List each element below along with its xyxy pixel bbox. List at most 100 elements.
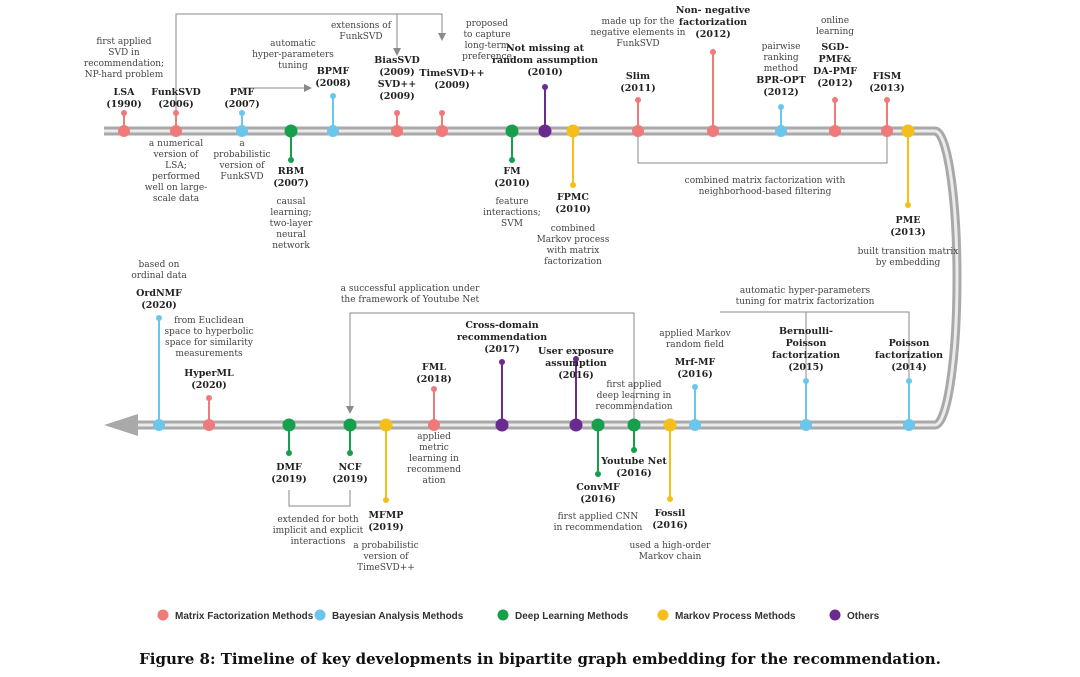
marker-hyperml — [203, 419, 215, 431]
legend-swatch-mf — [157, 609, 169, 621]
stem-dot-dmf — [286, 450, 292, 456]
label-nnf: Non- negative factorization (2012) — [676, 5, 751, 40]
marker-rbm — [284, 124, 298, 138]
desc-fml: applied metric learning in recommend ation — [407, 432, 461, 486]
label-fism: FISM (2013) — [869, 71, 904, 94]
marker-poisson — [903, 419, 915, 431]
arrow-funksvd-biassvd — [175, 13, 401, 120]
marker-userexp — [569, 418, 583, 432]
desc-mfmp: a probabilistic version of TimeSVD++ — [353, 541, 418, 573]
legend-label-markov: Markov Process Methods — [675, 611, 796, 622]
marker-nnf — [707, 125, 719, 137]
label-bpropt: BPR-OPT (2012) — [756, 75, 806, 98]
label-fml: FML (2018) — [416, 362, 451, 385]
label-lsa: LSA (1990) — [106, 87, 141, 110]
marker-fm — [505, 124, 519, 138]
marker-lsa — [118, 125, 130, 137]
label-poisson: Poisson factorization (2014) — [875, 338, 943, 373]
marker-biassvd — [391, 125, 403, 137]
stem-dot-pmf — [239, 110, 245, 116]
desc-pmf: a probabilistic version of FunkSVD — [213, 139, 270, 182]
desc-youtube: first applied deep learning in recommendat… — [595, 380, 672, 412]
desc-rbm: causal learning; two-layer neural network — [270, 197, 313, 251]
desc-slim: made up for the negative elements in FunkS… — [591, 17, 686, 49]
stem-dot-ordnmf — [156, 315, 162, 321]
connector-youtube_ncf — [346, 312, 635, 425]
desc-funksvd: a numerical version of LSA; performed well o… — [145, 139, 207, 204]
desc-bpropt: pairwise ranking method — [762, 42, 801, 74]
label-biassvd: BiasSVD (2009) SVD++ (2009) — [374, 55, 420, 102]
desc-mrfmf: applied Markov random field — [659, 329, 731, 350]
connector-bernoulli_poisson — [720, 311, 910, 381]
timeline-arrowhead — [104, 414, 138, 436]
desc-pme: built transition matrix by embedding — [858, 247, 959, 268]
stem-dot-fism — [884, 97, 890, 103]
label-funksvd: FunkSVD (2006) — [151, 87, 200, 110]
marker-mfmp — [379, 418, 393, 432]
stem-dot-nmar — [542, 84, 548, 90]
label-convmf: ConvMF (2016) — [576, 482, 620, 505]
stem-dot-hyperml — [206, 395, 212, 401]
label-mfmp: MFMP (2019) — [368, 510, 403, 533]
desc-fossil: used a high-order Markov chain — [630, 541, 712, 562]
legend-swatch-others — [829, 609, 841, 621]
label-pmf: PMF (2007) — [224, 87, 259, 110]
marker-fossil — [663, 418, 677, 432]
marker-bpropt — [775, 125, 787, 137]
marker-youtube — [627, 418, 641, 432]
stem-dot-bpmf — [330, 93, 336, 99]
stem-dot-rbm — [288, 157, 294, 163]
legend-label-others: Others — [847, 611, 880, 622]
marker-timesvd — [436, 125, 448, 137]
stem-dot-funksvd — [173, 110, 179, 116]
marker-ordnmf — [153, 419, 165, 431]
marker-slim — [632, 125, 644, 137]
stem-dot-fml — [431, 386, 437, 392]
marker-pme — [901, 124, 915, 138]
label-bpmf: BPMF (2008) — [315, 66, 350, 89]
connector-slim_fism — [637, 131, 888, 164]
connector-labels: combined matrix factorization with neighb… — [273, 176, 875, 547]
connector-label-bernoulli_poisson: automatic hyper-parameters tuning for mat… — [736, 286, 875, 307]
connector-label-dmf_ncf: extended for both implicit and explicit in… — [273, 515, 364, 547]
stem-dot-fpmc — [570, 182, 576, 188]
stem-dot-bpropt — [778, 104, 784, 110]
method-labels: LSA (1990) first applied SVD in recommendati… — [84, 5, 958, 573]
timeline-track — [104, 126, 962, 436]
stem-dot-slim — [635, 97, 641, 103]
label-ordnmf: OrdNMF (2020) — [136, 288, 182, 311]
label-fossil: Fossil (2016) — [652, 508, 687, 531]
legend-swatch-bayes — [314, 609, 326, 621]
marker-sgdpmf — [829, 125, 841, 137]
stem-dot-pme — [905, 202, 911, 208]
desc-bpmf: automatic hyper-parameters tuning — [252, 39, 334, 71]
label-dmf: DMF (2019) — [271, 462, 306, 485]
marker-fpmc — [566, 124, 580, 138]
legend-label-bayes: Bayesian Analysis Methods — [332, 611, 464, 622]
marker-mrfmf — [689, 419, 701, 431]
connector-label-slim_fism: combined matrix factorization with neighb… — [685, 176, 846, 197]
label-rbm: RBM (2007) — [273, 166, 308, 189]
stem-dot-mfmp — [383, 497, 389, 503]
stem-dot-poisson — [906, 378, 912, 384]
marker-convmf — [591, 418, 605, 432]
label-mrfmf: Mrf-MF (2016) — [675, 357, 716, 380]
stem-dot-fm — [509, 157, 515, 163]
label-nmar: Not missing at random assumption (2010) — [492, 43, 598, 78]
legend: Matrix Factorization Methods Bayesian Ana… — [157, 609, 880, 622]
label-timesvd: TimeSVD++ (2009) — [419, 68, 484, 91]
stem-dot-mrfmf — [692, 384, 698, 390]
connector-lines — [175, 13, 910, 507]
label-sgdpmf: SGD-PMF& DA-PMF (2012) — [813, 42, 857, 89]
marker-bernoulli — [800, 419, 812, 431]
label-fm: FM (2010) — [494, 166, 529, 189]
desc-fpmc: combined Markov process with matrix factori… — [537, 224, 610, 267]
label-slim: Slim (2011) — [620, 71, 655, 94]
marker-nmar — [538, 124, 552, 138]
desc-ordnmf: based on ordinal data — [131, 260, 187, 281]
stem-dot-lsa — [121, 110, 127, 116]
stem-dot-youtube — [631, 447, 637, 453]
label-pme: PME (2013) — [890, 215, 925, 238]
marker-dmf — [282, 418, 296, 432]
stem-dot-timesvd — [439, 110, 445, 116]
